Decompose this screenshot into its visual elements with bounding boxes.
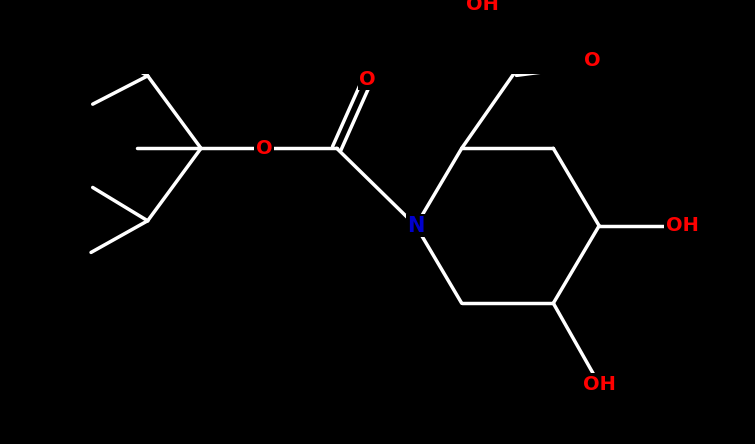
- Text: OH: OH: [666, 216, 699, 235]
- Text: N: N: [407, 216, 424, 236]
- Text: OH: OH: [466, 0, 499, 14]
- Text: O: O: [584, 52, 601, 70]
- Text: O: O: [359, 70, 376, 89]
- Text: OH: OH: [583, 375, 615, 393]
- Text: O: O: [256, 139, 273, 158]
